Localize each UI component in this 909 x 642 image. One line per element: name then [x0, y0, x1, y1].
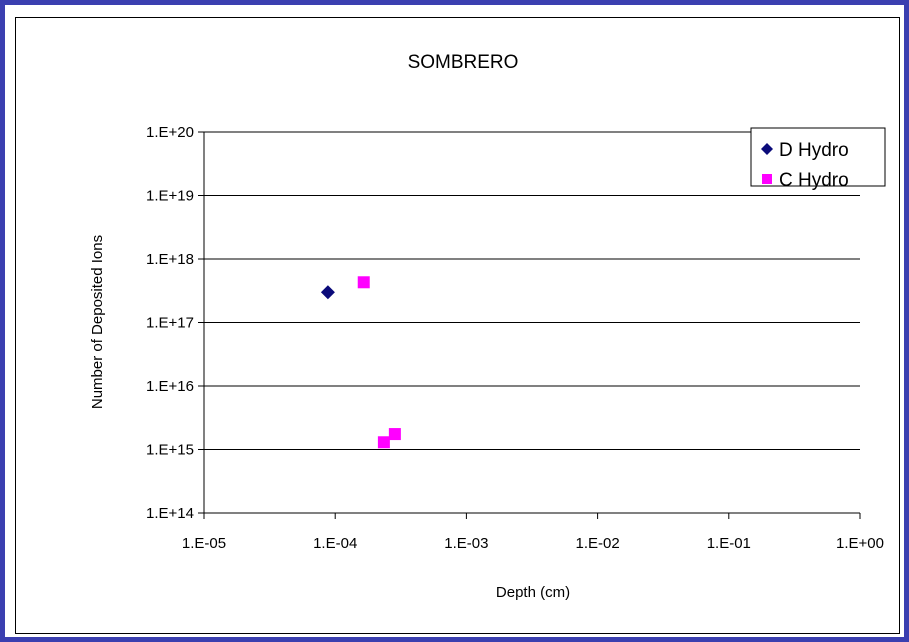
x-tick-label: 1.E-03	[444, 535, 488, 552]
y-tick-label: 1.E+15	[146, 442, 194, 459]
chart-area-border	[15, 17, 900, 634]
y-tick-label: 1.E+16	[146, 378, 194, 395]
d-hydro-point	[320, 285, 335, 300]
legend: D Hydro C Hydro	[750, 127, 886, 191]
y-tick-label: 1.E+14	[146, 505, 194, 522]
y-axis-title: Number of Deposited Ions	[89, 235, 106, 409]
x-tick-label: 1.E-05	[182, 535, 226, 552]
c-hydro-point	[377, 436, 390, 449]
x-axis-title: Depth (cm)	[496, 584, 570, 601]
legend-marker-square	[762, 174, 772, 184]
y-tick-label: 1.E+18	[146, 251, 194, 268]
chart-title: SOMBRERO	[408, 52, 519, 73]
legend-label-c-hydro: C Hydro	[779, 170, 849, 191]
x-tick-label: 1.E-01	[707, 535, 751, 552]
legend-label-d-hydro: D Hydro	[779, 140, 849, 161]
c-hydro-point	[388, 428, 401, 441]
data-points	[320, 276, 401, 449]
y-tick-label: 1.E+17	[146, 315, 194, 332]
c-hydro-point	[357, 276, 370, 289]
legend-box	[750, 127, 886, 187]
axes	[198, 131, 861, 519]
y-tick-label: 1.E+19	[146, 188, 194, 205]
y-tick-label: 1.E+20	[146, 124, 194, 141]
legend-marker-diamond	[761, 143, 773, 155]
x-tick-label: 1.E-04	[313, 535, 357, 552]
x-tick-label: 1.E-02	[575, 535, 619, 552]
tick-labels: 1.E+14 1.E+15 1.E+16 1.E+17 1.E+18 1.E+19 1.E+…	[146, 124, 884, 552]
x-tick-label: 1.E+00	[836, 535, 884, 552]
